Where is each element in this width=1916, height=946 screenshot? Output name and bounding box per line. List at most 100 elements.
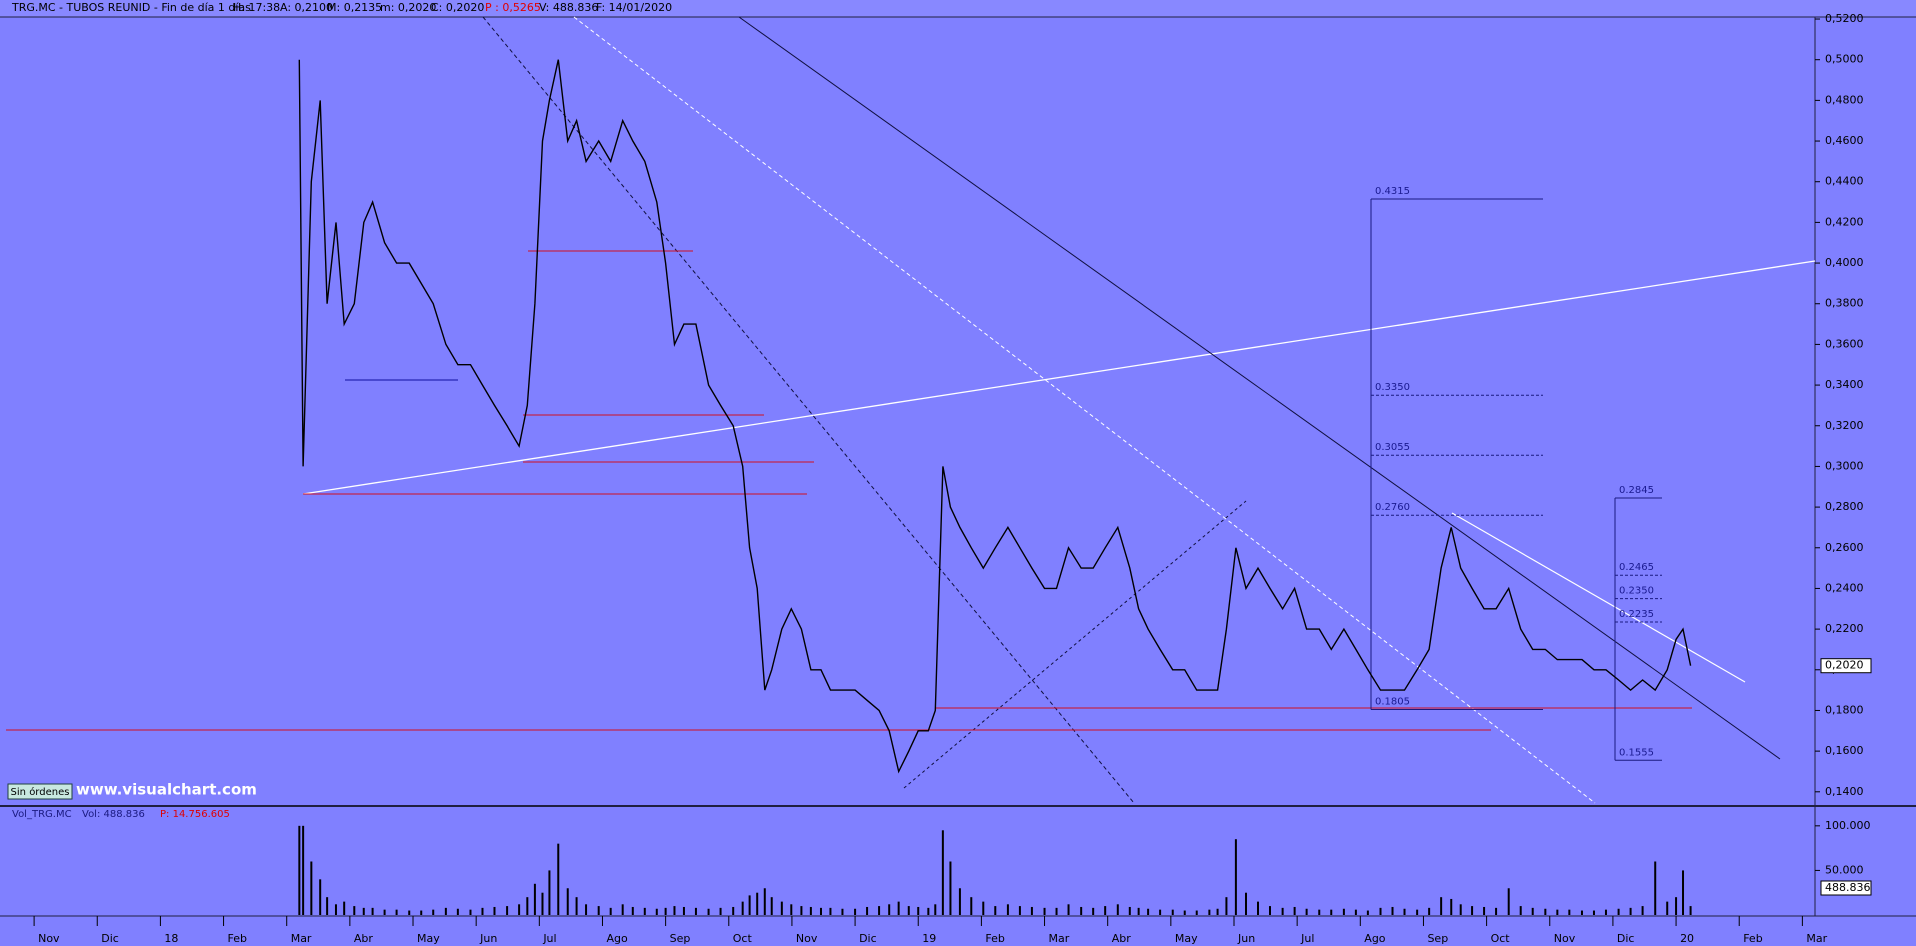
volume-bar — [1391, 906, 1394, 915]
y-tick-label: 0,3000 — [1825, 459, 1864, 472]
volume-bar — [597, 906, 600, 915]
x-tick-label: Ago — [606, 932, 628, 945]
x-tick-label: Mar — [291, 932, 312, 945]
volume-bar — [934, 904, 937, 915]
volume-bar — [1507, 888, 1510, 915]
volume-bar — [949, 861, 952, 915]
fib-label: 0.1805 — [1375, 696, 1410, 707]
volume-bar — [809, 906, 812, 915]
volume-bar — [334, 904, 337, 915]
y-tick-label: 0,1800 — [1825, 703, 1864, 716]
volume-bar — [643, 907, 646, 915]
x-tick-label: Feb — [985, 932, 1004, 945]
volume-bar — [800, 906, 803, 915]
header-text: A: 0,2100 — [280, 1, 333, 14]
volume-bar — [1281, 907, 1284, 915]
y-tick-label: 0,4200 — [1825, 215, 1864, 228]
volume-bar — [1629, 907, 1632, 915]
last-value-box — [1820, 880, 1872, 896]
volume-bar — [1617, 908, 1620, 915]
header-text: P : 0,5265 — [485, 1, 541, 14]
volume-bar — [444, 907, 447, 915]
x-tick-label: Mar — [1049, 932, 1070, 945]
volume-bar — [673, 906, 676, 915]
x-tick-label: Feb — [1743, 932, 1762, 945]
volume-bar — [878, 906, 881, 915]
volume-bar — [302, 825, 305, 915]
volume-bar — [1689, 906, 1692, 915]
volume-bar — [621, 904, 624, 915]
fib-label: 0.2760 — [1375, 502, 1410, 513]
volume-bar — [994, 906, 997, 915]
volume-bar — [1256, 901, 1259, 915]
fib-label: 0.2235 — [1619, 609, 1654, 620]
header-text: F: 14/01/2020 — [596, 1, 672, 14]
header-text: M: 0,2135 — [327, 1, 382, 14]
volume-bar — [897, 901, 900, 915]
header-text: m: 0,2020 — [380, 1, 436, 14]
x-tick-label: Ago — [1364, 932, 1386, 945]
x-tick-label: Nov — [38, 932, 60, 945]
volume-bar — [526, 897, 529, 915]
volume-bar — [694, 907, 697, 915]
volume-bar — [1483, 906, 1486, 915]
volume-bar — [326, 897, 329, 915]
y-tick-label: 0,2400 — [1825, 581, 1864, 594]
volume-bar — [941, 830, 944, 915]
volume-bar — [1159, 909, 1162, 915]
x-tick-label: Jun — [479, 932, 497, 945]
y-tick-label: 100.000 — [1825, 819, 1871, 832]
volume-bar — [1293, 906, 1296, 915]
x-tick-label: Feb — [228, 932, 247, 945]
volume-bar — [854, 908, 857, 915]
volume-bar — [1682, 870, 1685, 915]
volume-bar — [763, 888, 766, 915]
volume-header: Vol: 488.836 — [82, 809, 145, 820]
orders-label: Sin órdenes — [11, 786, 70, 798]
trend-line — [302, 260, 1816, 495]
x-tick-label: Dic — [859, 932, 877, 945]
y-tick-label: 0,3600 — [1825, 337, 1864, 350]
orders-button[interactable] — [7, 783, 73, 800]
volume-bar — [1171, 909, 1174, 915]
volume-bar — [518, 904, 521, 915]
volume-bar — [1450, 898, 1453, 915]
y-tick-label: 0,3800 — [1825, 297, 1864, 310]
x-tick-label: Mar — [1806, 932, 1827, 945]
volume-bar — [1641, 906, 1644, 915]
volume-bar — [1675, 897, 1678, 915]
volume-bar — [1183, 910, 1186, 915]
volume-bar — [456, 908, 459, 915]
volume-bar — [395, 909, 398, 915]
volume-bar — [780, 901, 783, 915]
volume-bar — [841, 908, 844, 915]
x-tick-label: Sep — [1427, 932, 1448, 945]
fib-label: 0.1555 — [1619, 747, 1654, 758]
volume-bar — [298, 825, 301, 915]
y-tick-label: 0,2200 — [1825, 622, 1864, 635]
volume-bar — [469, 909, 472, 915]
y-tick-label: 0,5000 — [1825, 53, 1864, 66]
volume-bar — [383, 909, 386, 915]
y-tick-label: 0,4800 — [1825, 93, 1864, 106]
trend-line — [482, 16, 1135, 804]
volume-bar — [408, 910, 411, 915]
x-tick-label: Abr — [1112, 932, 1132, 945]
trend-lines — [6, 16, 1816, 804]
volume-bar — [432, 909, 435, 915]
volume-bar — [748, 895, 751, 915]
y-tick-label: 50.000 — [1825, 863, 1864, 876]
y-tick-label: 0,5200 — [1825, 12, 1864, 25]
volume-bar — [343, 901, 346, 915]
fib-label: 0.2350 — [1619, 586, 1654, 597]
fib-label: 0.3350 — [1375, 382, 1410, 393]
volume-bar — [819, 907, 822, 915]
x-tick-label: Dic — [1617, 932, 1635, 945]
y-tick-label: 0,2800 — [1825, 500, 1864, 513]
volume-bar — [1556, 909, 1559, 915]
y-tick-label: 0,2600 — [1825, 541, 1864, 554]
volume-header: Vol_TRG.MC — [12, 809, 72, 820]
x-tick-label: Nov — [1554, 932, 1576, 945]
volume-bar — [1544, 908, 1547, 915]
